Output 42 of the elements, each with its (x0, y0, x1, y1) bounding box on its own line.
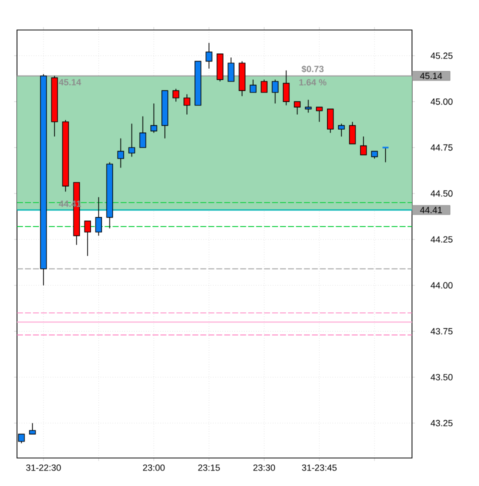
candlestick (360, 136, 367, 156)
candlestick (228, 57, 234, 82)
candlestick (84, 220, 91, 256)
candlestick (304, 99, 312, 114)
y-tick-label: 44.00 (430, 282, 453, 289)
candlestick (95, 196, 102, 236)
x-tick-label: 23:15 (198, 464, 220, 471)
candlestick (294, 101, 301, 115)
candlestick (250, 79, 256, 93)
annotation: 1.64 % (299, 79, 326, 86)
x-tick-label: 23:00 (143, 464, 165, 471)
y-tick-label: 44.75 (430, 144, 453, 151)
x-tick-label: 31-23:45 (302, 464, 337, 471)
candlestick (260, 79, 268, 93)
candlestick (128, 123, 136, 158)
y-tick-label: 45.25 (430, 52, 453, 59)
y-tick-label: 43.50 (430, 374, 453, 380)
y-tick-label: 43.75 (430, 328, 453, 334)
annotation: $0.73 (302, 65, 324, 73)
candlestick (150, 103, 158, 134)
candlestick (184, 94, 190, 115)
candlestick (272, 79, 279, 104)
candlestick (29, 422, 36, 435)
ref-line-label: 44.41 (420, 206, 442, 214)
candlestick (172, 88, 180, 102)
y-tick-label: 43.25 (430, 420, 453, 426)
y-tick-label: 44.50 (430, 190, 453, 197)
x-tick-label: 31-22:30 (26, 464, 61, 471)
candlestick (338, 123, 345, 137)
candlestick (282, 70, 290, 106)
candlestick (382, 146, 390, 163)
candlestick (316, 106, 323, 122)
x-tick-label: 23:30 (253, 464, 276, 471)
annotation: 45.14 (58, 79, 82, 86)
candlestick (206, 42, 212, 69)
candlestick (327, 108, 334, 134)
ref-line-label: 45.14 (420, 72, 442, 80)
candlestick (117, 138, 124, 168)
y-tick-label: 45.00 (430, 98, 453, 105)
y-tick-label: 44.25 (430, 236, 453, 243)
candlestick (139, 116, 146, 148)
candlestick (349, 121, 356, 144)
